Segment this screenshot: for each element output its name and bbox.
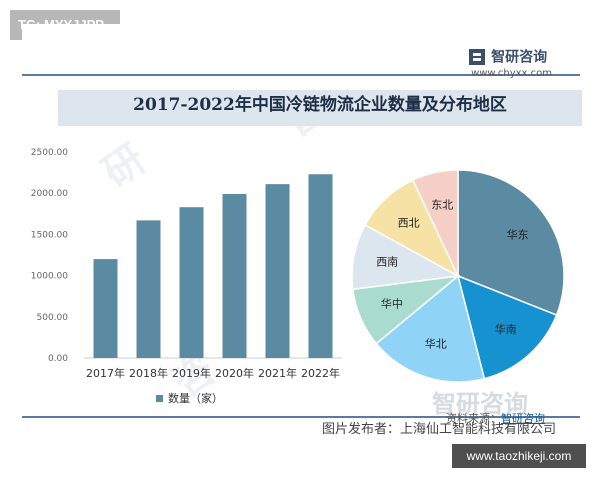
brand-url: www.chyxx.com xyxy=(471,67,552,79)
pie-slice-label: 华北 xyxy=(425,337,447,351)
bar xyxy=(136,220,161,358)
legend-swatch xyxy=(156,395,163,402)
x-tick-label: 2019年 xyxy=(172,366,211,380)
chart-canvas: 0.00 500.00 1000.00 1500.00 2000.00 2500.00 20… xyxy=(31,148,565,405)
y-tick-label: 2500.00 xyxy=(31,148,68,158)
header-rule xyxy=(22,74,580,76)
chart-title: 2017-2022年中国冷链物流企业数量及分布地区 xyxy=(133,95,507,115)
y-tick-label: 500.00 xyxy=(37,313,69,323)
chart-frame: 智 研 咨 智研咨询 www.chyxx.com 2017-2022年中国冷链物… xyxy=(22,24,582,422)
pie-slice xyxy=(375,274,486,383)
source-prefix: 资料来源： xyxy=(446,412,501,425)
pie-slice-label: 西南 xyxy=(376,255,398,268)
y-tick-label: 1500.00 xyxy=(31,230,68,240)
publisher-caption: 图片发布者：上海仙工智能科技有限公司 xyxy=(322,422,557,437)
pie-slice-label: 华中 xyxy=(381,297,403,311)
footer-logo: 智研咨询 xyxy=(432,390,528,418)
bar xyxy=(308,174,333,358)
title-banner: 2017-2022年中国冷链物流企业数量及分布地区 xyxy=(58,90,582,126)
legend-label: 数量（家） xyxy=(168,391,223,405)
x-tick-label: 2017年 xyxy=(86,366,125,380)
source-name[interactable]: 智研咨询 xyxy=(501,412,545,425)
pie-slice-label: 东北 xyxy=(431,199,453,212)
pie-slice-label: 西北 xyxy=(398,216,420,229)
site-url-badge[interactable]: www.taozhikeji.com xyxy=(452,444,586,468)
y-tick-label: 1000.00 xyxy=(31,272,68,282)
pie-slice-label: 华东 xyxy=(507,227,529,241)
brand-name: 智研咨询 xyxy=(491,49,548,66)
bar xyxy=(93,259,118,358)
bar xyxy=(265,184,290,358)
source-line: 资料来源：智研咨询 xyxy=(446,410,545,426)
y-tick-label: 0.00 xyxy=(48,354,68,364)
x-tick-label: 2022年 xyxy=(301,366,340,380)
x-tick-label: 2020年 xyxy=(215,366,254,380)
x-tick-label: 2021年 xyxy=(258,366,297,380)
pie-slice xyxy=(457,169,565,316)
y-tick-label: 2000.00 xyxy=(31,189,68,199)
pie-slice-label: 华南 xyxy=(495,322,517,336)
bar xyxy=(179,207,204,358)
pie-slice xyxy=(411,169,459,277)
bar xyxy=(222,194,247,358)
pie-slice xyxy=(456,274,558,380)
footer-rule xyxy=(22,416,580,418)
brand-logo-icon xyxy=(469,48,486,65)
brand: 智研咨询 www.chyxx.com xyxy=(468,46,552,79)
x-tick-label: 2018年 xyxy=(129,366,168,380)
